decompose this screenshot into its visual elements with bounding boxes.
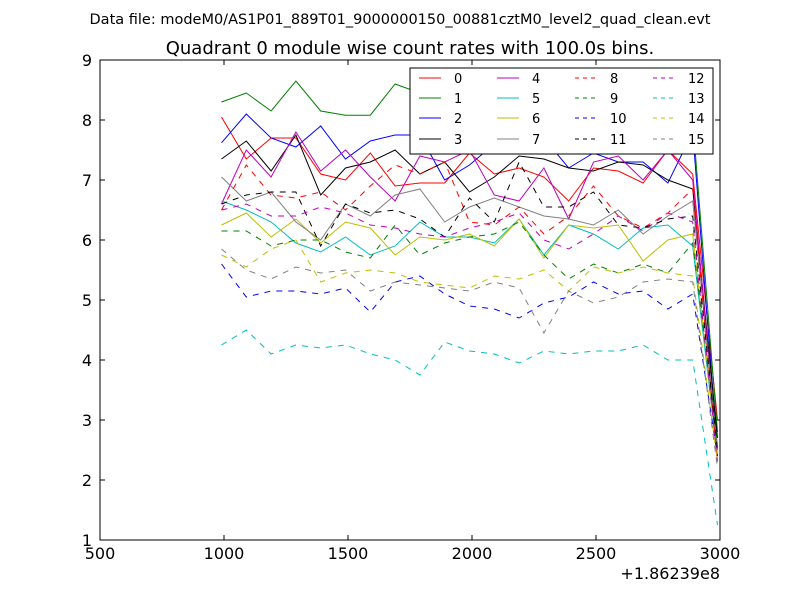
series-line-11: [221, 160, 718, 451]
x-tick-label: 2500: [576, 544, 617, 563]
legend-label-15: 15: [688, 133, 705, 148]
series-line-9: [221, 221, 718, 445]
series-line-7: [221, 176, 718, 451]
series-line-15: [221, 248, 718, 469]
legend-label-8: 8: [610, 72, 618, 87]
legend-label-11: 11: [610, 133, 627, 148]
x-tick-label: 3000: [700, 544, 741, 563]
y-tick-label: 1: [82, 531, 92, 550]
chart-title: Quadrant 0 module wise count rates with …: [166, 38, 655, 59]
plot-frame: [99, 59, 721, 541]
legend-label-13: 13: [688, 92, 705, 107]
x-tick-label: 1500: [328, 544, 369, 563]
x-offset-label: +1.86239e8: [620, 564, 720, 583]
y-tick-label: 9: [82, 51, 92, 70]
series-line-13: [221, 329, 718, 526]
legend-label-3: 3: [454, 133, 462, 148]
legend-label-4: 4: [532, 72, 540, 87]
series-line-12: [221, 203, 718, 463]
y-tick-label: 2: [82, 471, 92, 490]
y-tick-label: 8: [82, 111, 92, 130]
legend-label-9: 9: [610, 92, 618, 107]
legend-box: [409, 67, 714, 155]
y-tick-label: 7: [82, 171, 92, 190]
legend-label-5: 5: [532, 92, 540, 107]
legend-label-2: 2: [454, 112, 462, 127]
x-tick-label: 2000: [452, 544, 493, 563]
data-file-label: Data file: modeM0/AS1P01_889T01_90000001…: [90, 12, 711, 28]
series-line-6: [221, 212, 718, 457]
legend-label-14: 14: [688, 112, 705, 127]
legend-label-1: 1: [454, 92, 462, 107]
series-line-14: [221, 239, 718, 463]
legend-label-0: 0: [454, 72, 462, 87]
legend-label-10: 10: [610, 112, 627, 127]
legend-label-12: 12: [688, 72, 705, 87]
series-line-8: [221, 161, 718, 463]
series-line-10: [221, 263, 718, 457]
series-line-2: [221, 113, 718, 451]
legend-label-7: 7: [532, 133, 540, 148]
y-tick-label: 4: [82, 351, 92, 370]
series-line-3: [221, 133, 718, 439]
x-tick-label: 1000: [204, 544, 245, 563]
y-tick-label: 3: [82, 411, 92, 430]
y-tick-label: 6: [82, 231, 92, 250]
y-tick-label: 5: [82, 291, 92, 310]
x-tick-label: 500: [85, 544, 116, 563]
legend-label-6: 6: [532, 112, 540, 127]
